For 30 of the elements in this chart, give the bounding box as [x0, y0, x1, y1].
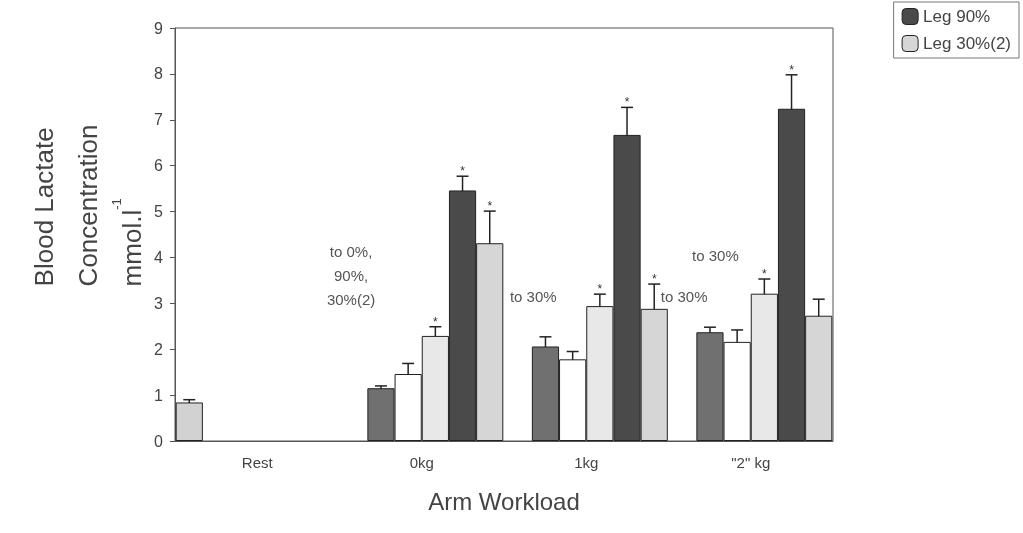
- annotation: to 30%: [660, 287, 708, 305]
- y-tick-label: 5: [154, 203, 164, 221]
- data-label: *: [433, 314, 439, 329]
- annotation: to 30%: [692, 246, 739, 264]
- y-tick-label: 2: [154, 340, 164, 358]
- x-tick-label: Rest: [241, 454, 274, 471]
- data-label: *: [651, 272, 657, 287]
- y-tick-label: 8: [154, 65, 164, 83]
- x-tick-label: 1kg: [574, 454, 599, 471]
- y-tick-label: 6: [154, 157, 164, 175]
- data-label: *: [762, 267, 768, 282]
- data-label: *: [597, 282, 603, 297]
- annotation: to 30%: [509, 287, 557, 305]
- y-tick-label: 7: [154, 111, 164, 129]
- data-label: *: [789, 62, 795, 77]
- y-tick-label: 0: [154, 432, 164, 450]
- data-label: *: [460, 164, 466, 179]
- legend-label: Leg 90%: [923, 7, 991, 26]
- legend-label: Leg 30%(2): [923, 34, 1011, 53]
- annotation: to 0%, 90%, 30%(2): [326, 243, 376, 309]
- y-tick-label: 3: [154, 294, 164, 312]
- x-tick-label: "2" kg: [731, 454, 771, 471]
- y-tick-label: 9: [154, 19, 164, 37]
- y-tick-label: 1: [154, 386, 164, 404]
- data-label: *: [487, 199, 493, 214]
- data-label: *: [624, 95, 630, 110]
- x-axis-title: Arm Workload: [428, 487, 580, 515]
- y-tick-label: 4: [154, 248, 164, 266]
- x-tick-label: 0kg: [409, 454, 434, 471]
- y-axis-title: Blood Lactate Concentration mmol.l-1: [29, 124, 147, 287]
